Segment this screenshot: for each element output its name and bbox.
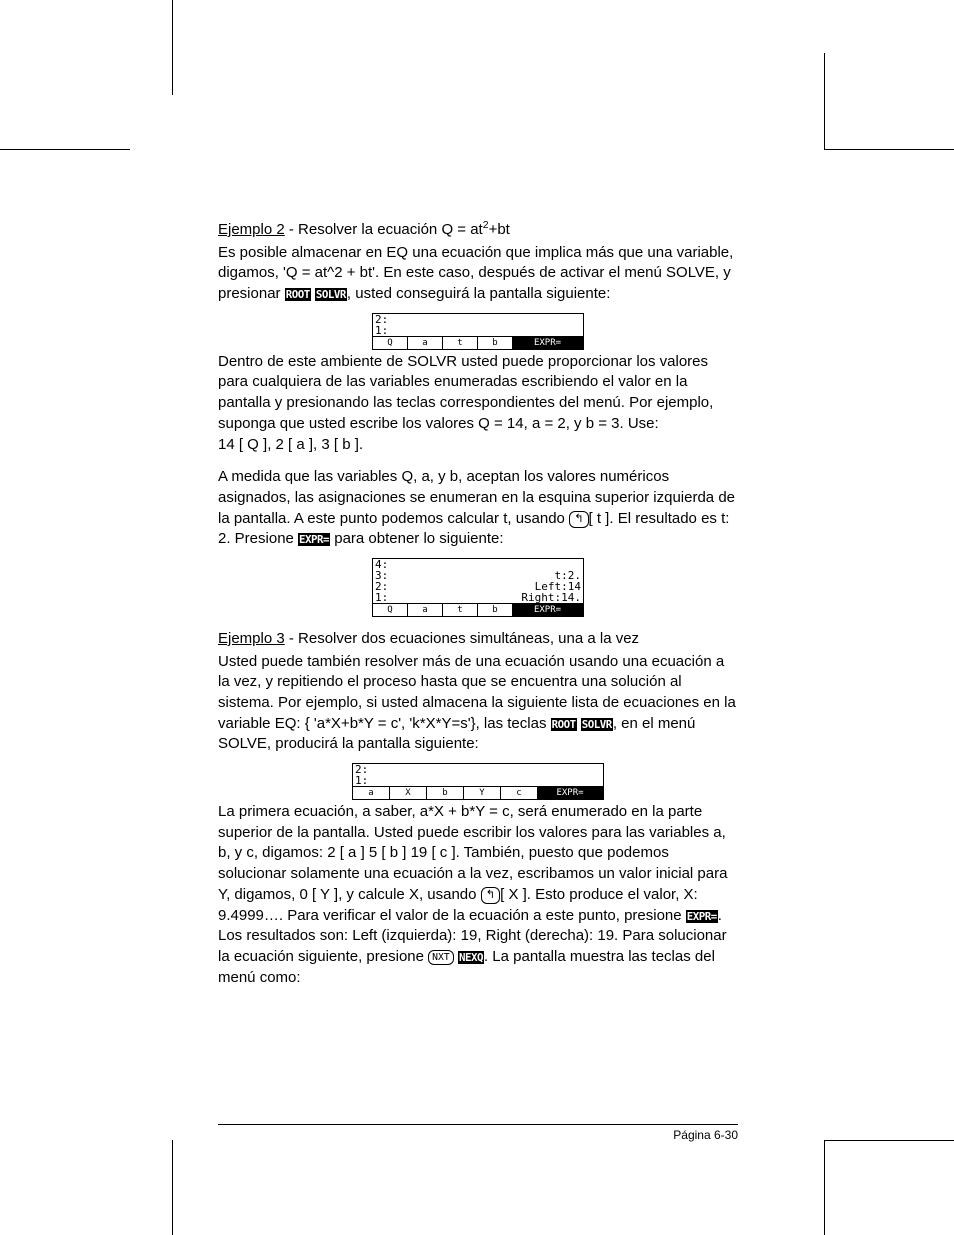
stack-line: 1: (375, 592, 388, 603)
softkey-expr: EXPR= (513, 337, 583, 349)
text: para obtener lo siguiente: (330, 530, 503, 547)
left-shift-key-icon: ↰ (481, 887, 500, 905)
stack-line: 1: (355, 775, 601, 786)
crop-mark (172, 0, 173, 95)
softkey-y: Y (464, 787, 501, 799)
nxt-key-icon: NXT (428, 950, 454, 965)
example2-title: Ejemplo 2 (218, 221, 285, 238)
stack-line: 1: (375, 325, 581, 336)
softkey-c: c (501, 787, 538, 799)
solvr-softkey: SOLVR (315, 288, 347, 301)
footer-rule (218, 1124, 738, 1125)
example2-p1: Es posible almacenar en EQ una ecuación … (218, 243, 738, 305)
root-softkey: ROOT (285, 288, 311, 301)
text: 14 [ Q ], 2 [ a ], 3 [ b ]. (218, 436, 363, 453)
body-content: Ejemplo 2 - Resolver la ecuación Q = at 2… (218, 218, 738, 996)
left-shift-key-icon: ↰ (569, 511, 588, 529)
example2-title-tail: +bt (489, 221, 510, 238)
stack-right: t:2. Left:14 Right:14. (388, 559, 581, 603)
crop-mark (824, 1140, 825, 1235)
example3-heading: Ejemplo 3 - Resolver dos ecuaciones simu… (218, 629, 738, 650)
softkey-expr: EXPR= (513, 604, 583, 616)
stack-area: 2: 1: (353, 764, 603, 786)
softkey-b: b (478, 604, 513, 616)
example3-title-rest: - Resolver dos ecuaciones simultáneas, u… (285, 630, 639, 647)
expr-softkey: EXPR= (686, 910, 718, 923)
crop-mark (824, 1140, 954, 1141)
softkey-q: Q (373, 604, 408, 616)
softkey-t: t (443, 604, 478, 616)
softkey-menu: Q a t b EXPR= (373, 336, 583, 349)
softkey-b: b (427, 787, 464, 799)
calculator-screen-2: 4: 3: 2: 1: t:2. Left:14 Right:14. Q a t… (372, 558, 584, 617)
softkey-a: a (408, 604, 443, 616)
softkey-a: a (408, 337, 443, 349)
softkey-q: Q (373, 337, 408, 349)
example2-heading: Ejemplo 2 - Resolver la ecuación Q = at2… (218, 218, 738, 241)
nexq-softkey: NEXQ (458, 951, 484, 964)
page: Ejemplo 2 - Resolver la ecuación Q = at 2… (0, 0, 954, 1235)
softkey-expr: EXPR= (538, 787, 603, 799)
text: Dentro de este ambiente de SOLVR usted p… (218, 353, 713, 432)
calculator-screen-3: 2: 1: a X b Y c EXPR= (352, 763, 604, 800)
text: , usted conseguirá la pantalla siguiente… (347, 285, 611, 302)
stack-area: 4: 3: 2: 1: t:2. Left:14 Right:14. (373, 559, 583, 603)
stack-line: 2: (355, 764, 601, 775)
softkey-a: a (353, 787, 390, 799)
expr-softkey: EXPR= (298, 533, 330, 546)
example2-title-rest: - Resolver la ecuación Q = at (285, 221, 483, 238)
softkey-t: t (443, 337, 478, 349)
softkey-menu: a X b Y c EXPR= (353, 786, 603, 799)
example2-p3: A medida que las variables Q, a, y b, ac… (218, 467, 738, 550)
root-softkey: ROOT (551, 718, 577, 731)
page-number: Página 6-30 (218, 1128, 738, 1142)
softkey-menu: Q a t b EXPR= (373, 603, 583, 616)
stack-value: Right:14. (388, 592, 581, 603)
stack-area: 2: 1: (373, 314, 583, 336)
softkey-x: X (390, 787, 427, 799)
example2-p2: Dentro de este ambiente de SOLVR usted p… (218, 352, 738, 455)
solvr-softkey: SOLVR (581, 718, 613, 731)
stack-left: 4: 3: 2: 1: (375, 559, 388, 603)
crop-mark (824, 149, 954, 150)
calculator-screen-1: 2: 1: Q a t b EXPR= (372, 313, 584, 350)
stack-line: 2: (375, 314, 581, 325)
example3-p2: La primera ecuación, a saber, a*X + b*Y … (218, 802, 738, 988)
example3-title: Ejemplo 3 (218, 630, 285, 647)
crop-mark (0, 149, 130, 150)
crop-mark (172, 1140, 173, 1235)
example3-p1: Usted puede también resolver más de una … (218, 652, 738, 755)
softkey-b: b (478, 337, 513, 349)
crop-mark (824, 53, 825, 149)
